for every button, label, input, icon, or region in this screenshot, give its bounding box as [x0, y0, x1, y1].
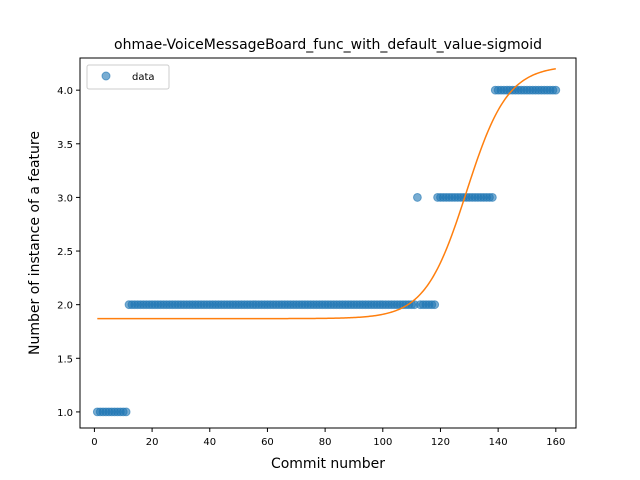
x-tick-label: 120: [431, 437, 450, 448]
x-tick-label: 100: [373, 437, 392, 448]
data-point: [430, 300, 440, 310]
legend-frame: [86, 64, 170, 90]
legend: data: [86, 64, 170, 90]
plot-area: [92, 68, 561, 417]
y-tick-label: 3.5: [57, 140, 73, 151]
x-tick-label: 160: [546, 437, 565, 448]
data-point: [121, 407, 131, 417]
plot-frame: [79, 57, 577, 429]
x-tick-label: 140: [489, 437, 508, 448]
y-axis: 1.0 1.5 2.0 2.5 3.0 3.5 4.0: [57, 86, 80, 419]
x-axis: 0 20 40 60 80 100 120 140 160: [91, 428, 565, 448]
data-point: [487, 193, 497, 202]
legend-label-data: data: [132, 72, 155, 83]
y-tick-label: 3.0: [57, 193, 73, 204]
x-tick-label: 0: [91, 437, 97, 448]
x-tick-label: 40: [203, 437, 216, 448]
data-point: [551, 85, 561, 95]
y-tick-label: 2.5: [57, 247, 73, 258]
y-tick-label: 1.0: [57, 408, 73, 419]
sigmoid-fit-line: [97, 68, 556, 320]
x-tick-label: 80: [319, 437, 332, 448]
y-tick-label: 4.0: [57, 86, 73, 97]
x-tick-label: 60: [261, 437, 274, 448]
data-points: [92, 85, 561, 417]
data-point: [413, 193, 422, 202]
x-tick-label: 20: [146, 437, 159, 448]
x-axis-label: Commit number: [271, 456, 385, 472]
legend-marker-data: [101, 71, 111, 81]
chart-title: ohmae-VoiceMessageBoard_func_with_defaul…: [114, 37, 542, 53]
y-axis-label: Number of instance of a feature: [27, 131, 43, 355]
y-tick-label: 1.5: [57, 354, 73, 365]
y-tick-label: 2.0: [57, 301, 73, 312]
